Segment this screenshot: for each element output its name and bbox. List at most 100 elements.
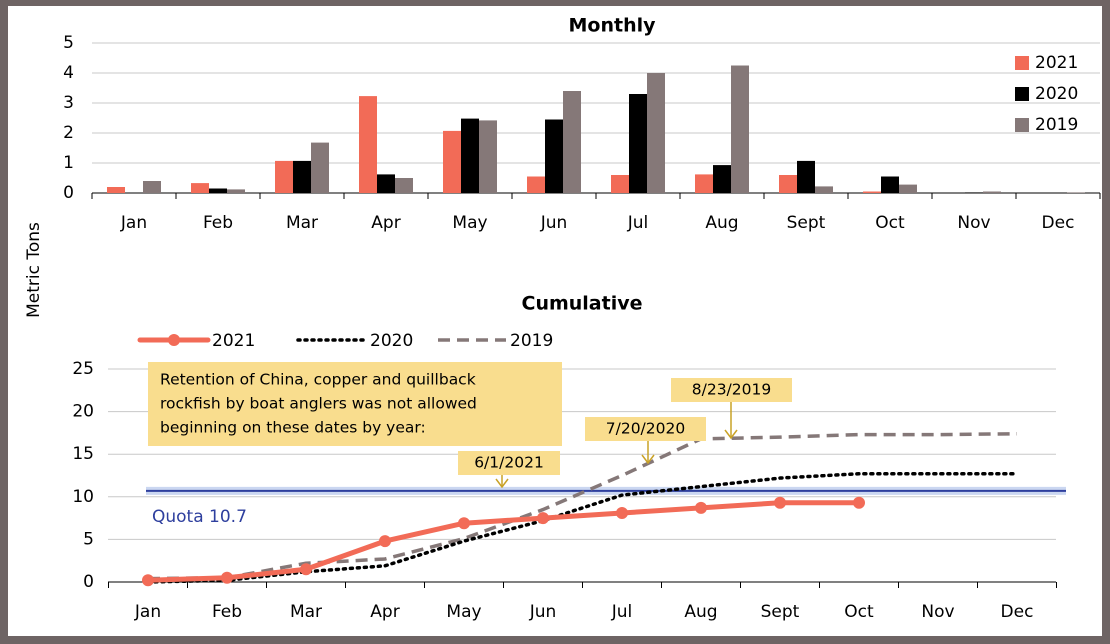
y-tick-label: 3 <box>63 93 74 113</box>
y-tick-label: 0 <box>63 183 74 203</box>
x-tick-label: Jan <box>134 602 161 622</box>
x-tick-label: Apr <box>370 602 399 622</box>
callout-box <box>458 451 560 475</box>
bar <box>359 96 377 193</box>
y-tick-label: 5 <box>63 33 74 53</box>
callout-box <box>671 378 792 402</box>
bar <box>311 142 329 193</box>
point <box>221 571 233 584</box>
legend-swatch <box>1015 118 1029 132</box>
bar <box>191 183 209 193</box>
bar <box>527 176 545 193</box>
x-tick-label: Nov <box>921 602 954 622</box>
y-tick-label: 1 <box>63 153 74 173</box>
point <box>142 574 154 587</box>
x-tick-label: Mar <box>290 602 322 622</box>
bar <box>713 165 731 193</box>
x-tick-label: Dec <box>1001 602 1034 622</box>
x-tick-label: Aug <box>684 602 717 622</box>
y-tick-label: 5 <box>83 529 94 549</box>
y-tick-label: 10 <box>72 487 94 507</box>
x-tick-label: Jan <box>120 213 147 233</box>
callout-label: 6/1/2021 <box>474 454 544 472</box>
bar <box>461 118 479 193</box>
chart-title: Cumulative <box>522 293 643 315</box>
x-tick-label: Jul <box>611 602 633 622</box>
y-tick-label: 4 <box>63 63 74 83</box>
x-tick-label: Jun <box>529 602 557 622</box>
bar <box>443 130 461 193</box>
callout-arrowhead <box>641 454 655 465</box>
callout-label: 8/23/2019 <box>692 381 771 399</box>
bar <box>107 187 125 193</box>
callout-arrowhead <box>495 478 509 489</box>
bar <box>863 191 881 193</box>
callout-arrowhead <box>724 429 738 440</box>
legend-label: 2020 <box>370 331 413 351</box>
bar <box>779 175 797 193</box>
y-tick-label: 25 <box>72 359 94 379</box>
annotation-text: rockfish by boat anglers was not allowed <box>160 395 477 413</box>
bar <box>731 65 749 193</box>
bar <box>563 91 581 193</box>
annotation-box <box>148 362 562 446</box>
legend-label: 2019 <box>510 331 553 351</box>
point <box>300 563 312 576</box>
x-tick-label: Nov <box>957 213 990 233</box>
annotation-text: beginning on these dates by year: <box>160 419 426 437</box>
bar <box>899 184 917 193</box>
y-tick-label: 2 <box>63 123 74 143</box>
legend-swatch <box>1015 56 1029 70</box>
legend-label: 2021 <box>212 331 255 351</box>
bar <box>479 120 497 193</box>
bar <box>377 174 395 193</box>
bar <box>695 174 713 193</box>
bar <box>983 191 1001 193</box>
bar <box>545 119 563 193</box>
point <box>458 517 470 530</box>
bar <box>815 186 833 193</box>
bar <box>293 160 311 193</box>
callout-box <box>585 417 706 441</box>
x-tick-label: Feb <box>203 213 233 233</box>
x-tick-label: May <box>452 213 487 233</box>
x-tick-label: Aug <box>705 213 738 233</box>
bar <box>965 192 983 193</box>
callout-label: 7/20/2020 <box>606 420 685 438</box>
point <box>695 501 707 514</box>
bar <box>143 181 161 193</box>
series-line <box>145 500 862 583</box>
y-tick-label: 0 <box>83 572 94 592</box>
legend-label: 2019 <box>1035 115 1078 135</box>
x-tick-label: Sept <box>787 213 826 233</box>
x-tick-label: Sept <box>761 602 800 622</box>
point <box>537 512 549 525</box>
y-axis-label: Metric Tons <box>24 222 44 318</box>
bar <box>647 73 665 193</box>
bar <box>395 178 413 193</box>
x-tick-label: Jun <box>540 213 568 233</box>
bar <box>629 94 647 193</box>
y-tick-label: 20 <box>72 402 94 422</box>
bar <box>611 175 629 193</box>
x-tick-label: Jul <box>627 213 649 233</box>
legend-label: 2021 <box>1035 53 1078 73</box>
legend-swatch <box>1015 87 1029 101</box>
y-tick-label: 15 <box>72 444 94 464</box>
chart-background <box>8 6 1102 636</box>
bar <box>275 160 293 193</box>
bar <box>209 188 227 193</box>
annotation-text: Retention of China, copper and quillback <box>160 371 476 389</box>
series-line <box>146 472 1019 584</box>
x-tick-label: Dec <box>1042 213 1075 233</box>
x-tick-label: Feb <box>212 602 242 622</box>
bar <box>797 160 815 193</box>
point <box>853 496 865 509</box>
legend-marker <box>168 334 180 346</box>
point <box>616 506 628 519</box>
legend-label: 2020 <box>1035 84 1078 104</box>
point <box>774 496 786 509</box>
bar <box>227 189 245 193</box>
